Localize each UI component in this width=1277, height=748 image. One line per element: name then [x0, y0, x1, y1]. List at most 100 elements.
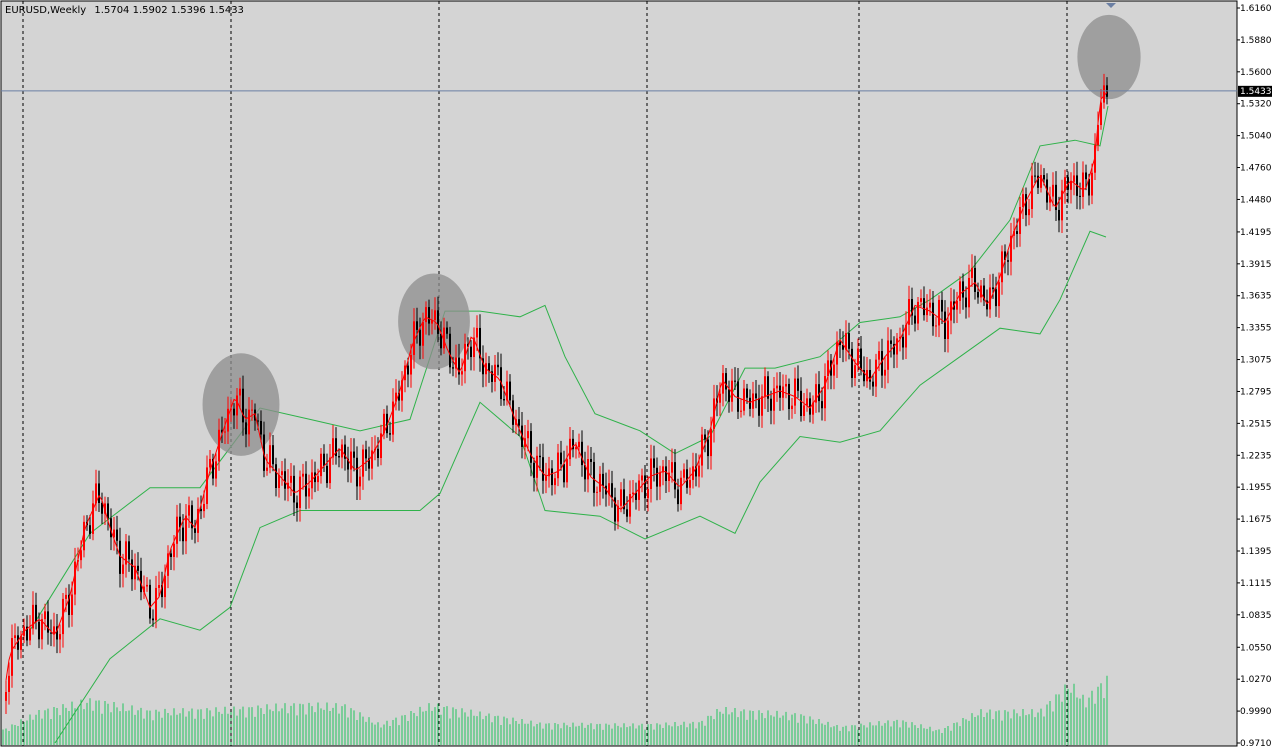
candle-body [725, 373, 727, 390]
candle-body [1049, 196, 1051, 203]
candle-body [863, 369, 865, 382]
candle-body [41, 619, 43, 640]
candle-body [338, 456, 340, 458]
candle-body [146, 584, 148, 587]
candle-body [47, 611, 49, 633]
candle-body [386, 413, 388, 434]
candle-body [551, 468, 553, 486]
candle-body [662, 466, 664, 473]
candle-body [677, 489, 679, 505]
candle-body [32, 604, 34, 629]
candle-body [959, 281, 961, 301]
candle-body [26, 626, 28, 641]
candle-body [20, 635, 22, 650]
candle-body [56, 626, 58, 640]
candle-body [1040, 175, 1042, 188]
candle-body [533, 462, 535, 478]
candle-body [755, 393, 757, 399]
candle-body [251, 409, 253, 411]
candle-body [881, 351, 883, 376]
candle-body [467, 343, 469, 347]
candle-body [998, 282, 1000, 307]
candle-body [1034, 175, 1036, 177]
candle-body [668, 472, 670, 481]
candle-body [560, 452, 562, 465]
candle-body [575, 447, 577, 450]
candle-body [1019, 207, 1021, 234]
candle-body [350, 451, 352, 470]
candle-body [611, 483, 613, 498]
candle-body [185, 515, 187, 542]
candle-body [707, 439, 709, 457]
candle-body [455, 357, 457, 369]
bollinger-bands [29, 105, 1109, 744]
candle-body [1097, 125, 1099, 146]
candle-body [155, 587, 157, 621]
candle-body [980, 285, 982, 298]
candle-body [59, 634, 61, 640]
candle-body [431, 320, 433, 324]
candle-body [1016, 231, 1018, 234]
candle-body [470, 346, 472, 358]
current-price-label: 1.5433 [1240, 87, 1272, 97]
candle-body [842, 344, 844, 350]
candle-body [335, 438, 337, 457]
candle-body [1082, 172, 1084, 197]
candle-body [482, 358, 484, 375]
candle-body [419, 329, 421, 346]
candle-body [308, 488, 310, 497]
scroll-marker-icon[interactable] [1106, 3, 1116, 8]
candle-body [272, 445, 274, 465]
price-axis-label: 1.5880 [1240, 36, 1272, 46]
candle-body [1013, 231, 1015, 236]
candle-body [824, 376, 826, 409]
candle-body [905, 324, 907, 348]
candle-body [395, 392, 397, 402]
candle-body [740, 410, 742, 412]
candle-body [164, 575, 166, 598]
candle-body [545, 476, 547, 481]
candle-body [245, 422, 247, 435]
candle-body [890, 340, 892, 344]
candle-body [479, 327, 481, 359]
candle-body [557, 452, 559, 479]
candle-body [434, 310, 436, 321]
ma-line [5, 91, 1108, 681]
candle-body [1028, 209, 1030, 216]
candle-body [638, 480, 640, 500]
candle-body [926, 307, 928, 316]
candle-body [680, 477, 682, 505]
candle-body [38, 621, 40, 640]
candle-body [989, 287, 991, 310]
candle-body [983, 285, 985, 301]
candle-body [62, 598, 64, 635]
candle-body [806, 398, 808, 406]
candle-body [875, 359, 877, 387]
candle-body [188, 505, 190, 516]
candle-body [1022, 194, 1024, 208]
candle-body [530, 431, 532, 463]
candle-body [815, 384, 817, 403]
candle-body [941, 299, 943, 312]
candle-body [356, 457, 358, 487]
candle-body [791, 405, 793, 410]
candle-body [413, 321, 415, 355]
lower-band-line [54, 230, 1107, 744]
candle-body [929, 302, 931, 308]
candle-body [602, 473, 604, 486]
candle-body [665, 466, 667, 481]
candle-body [398, 392, 400, 401]
candle-body [923, 298, 925, 316]
candle-body [914, 315, 916, 324]
candle-body [536, 455, 538, 478]
candle-body [428, 307, 430, 324]
candle-body [812, 402, 814, 415]
candle-body [701, 434, 703, 466]
candle-body [704, 434, 706, 440]
candle-body [92, 503, 94, 534]
candle-body [1031, 175, 1033, 210]
candle-body [227, 408, 229, 432]
candle-body [695, 466, 697, 477]
